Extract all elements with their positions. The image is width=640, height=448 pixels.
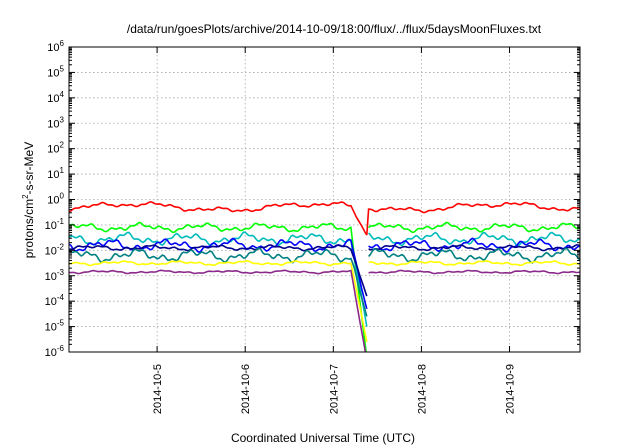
series-layer	[69, 201, 580, 352]
series-line	[69, 201, 368, 236]
series-line	[368, 260, 580, 267]
x-tick-label: 2014-10-8	[416, 364, 428, 414]
y-axis-label: protons/cm2-s-sr-MeV	[21, 142, 36, 258]
series-line	[368, 244, 580, 252]
x-axis-ticks: 2014-10-5 2014-10-6 2014-10-7 2014-10-8 2014…	[152, 47, 517, 414]
y-axis-ticks: 10-6 10-5 10-4 10-3 10-2 10-1 100 101 102 103 104 1…	[45, 39, 580, 359]
series-line	[368, 247, 580, 264]
grid-lines	[69, 47, 580, 352]
y-tick-label: 100	[47, 192, 64, 207]
y-tick-label: 10-1	[45, 217, 65, 232]
y-tick-label: 10-6	[45, 344, 65, 359]
series-line	[69, 259, 368, 342]
y-tick-label: 10-5	[45, 319, 65, 334]
x-tick-label: 2014-10-9	[505, 364, 517, 414]
x-axis-label: Coordinated Universal Time (UTC)	[231, 431, 415, 445]
series-line	[69, 221, 367, 352]
y-tick-label: 104	[47, 90, 64, 105]
series-line	[69, 231, 368, 327]
y-tick-label: 102	[47, 141, 64, 156]
series-line	[368, 269, 580, 275]
chart-title: /data/run/goesPlots/archive/2014-10-09/1…	[127, 22, 542, 36]
y-tick-label: 105	[47, 64, 64, 79]
series-line	[69, 244, 368, 297]
x-tick-label: 2014-10-6	[240, 364, 252, 414]
x-tick-label: 2014-10-5	[152, 364, 164, 414]
y-tick-label: 10-4	[45, 293, 65, 308]
y-tick-label: 10-2	[45, 242, 65, 257]
y-tick-label: 106	[47, 39, 64, 54]
x-tick-label: 2014-10-7	[328, 364, 340, 414]
series-line	[69, 247, 368, 317]
y-tick-label: 101	[47, 166, 64, 181]
series-line	[366, 201, 580, 236]
y-tick-label: 103	[47, 115, 64, 130]
y-tick-label: 10-3	[45, 268, 65, 283]
series-line	[368, 237, 580, 253]
series-line	[69, 269, 367, 352]
series-line	[368, 221, 580, 234]
